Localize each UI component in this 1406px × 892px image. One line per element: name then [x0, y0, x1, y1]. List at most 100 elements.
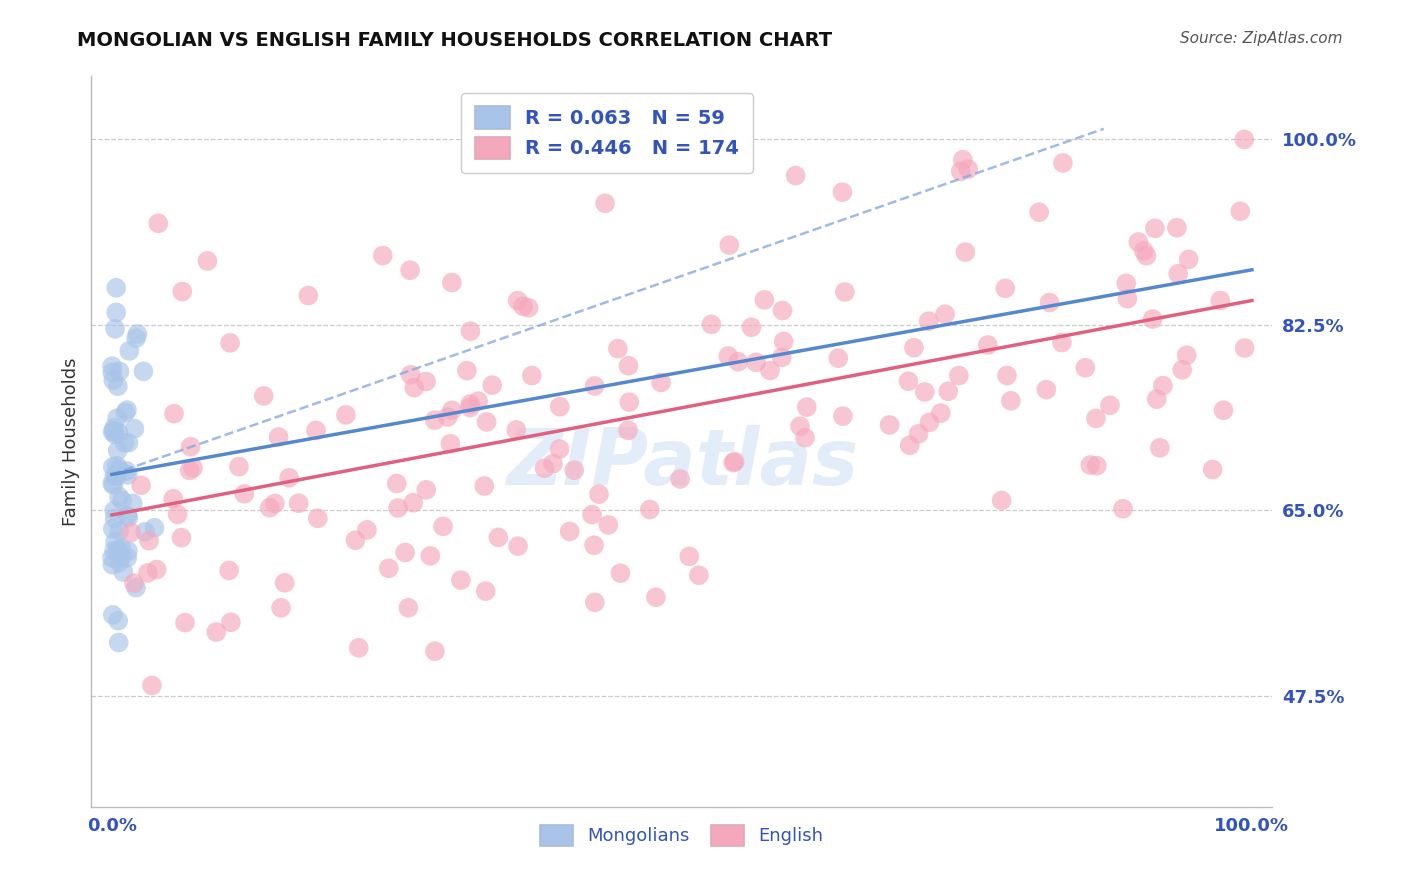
Point	[138, 533, 160, 548]
Point	[1038, 295, 1060, 310]
Point	[108, 490, 131, 504]
Point	[101, 459, 124, 474]
Point	[831, 185, 853, 199]
Legend: Mongolians, English: Mongolians, English	[533, 818, 831, 853]
Point	[101, 607, 124, 622]
Point	[110, 541, 132, 555]
Point	[955, 245, 977, 260]
Point	[879, 417, 901, 432]
Point	[415, 483, 437, 497]
Point	[1074, 360, 1097, 375]
Point	[1128, 235, 1150, 249]
Point	[562, 463, 585, 477]
Point	[650, 376, 672, 390]
Point	[112, 565, 135, 579]
Point	[307, 511, 329, 525]
Point	[219, 615, 242, 630]
Point	[174, 615, 197, 630]
Point	[105, 281, 128, 295]
Point	[105, 458, 128, 473]
Point	[619, 395, 641, 409]
Point	[598, 518, 620, 533]
Point	[115, 403, 138, 417]
Point	[723, 455, 745, 469]
Point	[273, 575, 295, 590]
Point	[481, 378, 503, 392]
Point	[108, 524, 131, 538]
Point	[548, 400, 571, 414]
Point	[1000, 393, 1022, 408]
Point	[267, 430, 290, 444]
Point	[107, 379, 129, 393]
Point	[233, 487, 256, 501]
Point	[1132, 244, 1154, 258]
Point	[506, 293, 529, 308]
Point	[107, 614, 129, 628]
Point	[520, 368, 543, 383]
Point	[103, 543, 125, 558]
Point	[101, 365, 124, 379]
Point	[583, 595, 606, 609]
Point	[645, 591, 668, 605]
Point	[994, 281, 1017, 295]
Point	[103, 373, 125, 387]
Point	[423, 644, 446, 658]
Point	[270, 600, 292, 615]
Point	[609, 566, 631, 581]
Point	[512, 299, 534, 313]
Point	[287, 496, 309, 510]
Point	[581, 508, 603, 522]
Point	[903, 341, 925, 355]
Point	[180, 440, 202, 454]
Point	[948, 368, 970, 383]
Point	[121, 496, 143, 510]
Point	[548, 442, 571, 456]
Point	[467, 394, 489, 409]
Point	[1233, 132, 1256, 146]
Point	[1084, 411, 1107, 425]
Point	[517, 301, 540, 315]
Point	[1085, 458, 1108, 473]
Point	[347, 640, 370, 655]
Point	[117, 544, 139, 558]
Point	[995, 368, 1018, 383]
Point	[1028, 205, 1050, 219]
Point	[1233, 341, 1256, 355]
Point	[721, 456, 744, 470]
Point	[129, 478, 152, 492]
Point	[114, 405, 136, 419]
Point	[125, 331, 148, 345]
Point	[377, 561, 399, 575]
Point	[1167, 267, 1189, 281]
Point	[105, 305, 128, 319]
Point	[474, 584, 496, 599]
Point	[745, 355, 768, 369]
Point	[832, 409, 855, 424]
Point	[104, 511, 127, 525]
Point	[1143, 221, 1166, 235]
Point	[205, 625, 228, 640]
Point	[385, 476, 408, 491]
Point	[278, 471, 301, 485]
Point	[118, 343, 141, 358]
Point	[145, 562, 167, 576]
Point	[108, 462, 131, 476]
Point	[125, 581, 148, 595]
Point	[936, 384, 959, 399]
Point	[148, 216, 170, 230]
Point	[1171, 363, 1194, 377]
Point	[101, 558, 124, 572]
Point	[103, 424, 125, 438]
Point	[101, 425, 124, 439]
Point	[458, 397, 481, 411]
Point	[263, 496, 285, 510]
Text: Source: ZipAtlas.com: Source: ZipAtlas.com	[1180, 31, 1343, 46]
Point	[136, 566, 159, 580]
Point	[588, 487, 610, 501]
Point	[1115, 277, 1137, 291]
Point	[506, 539, 529, 553]
Point	[770, 303, 793, 318]
Point	[399, 368, 422, 382]
Point	[834, 285, 856, 299]
Point	[486, 530, 509, 544]
